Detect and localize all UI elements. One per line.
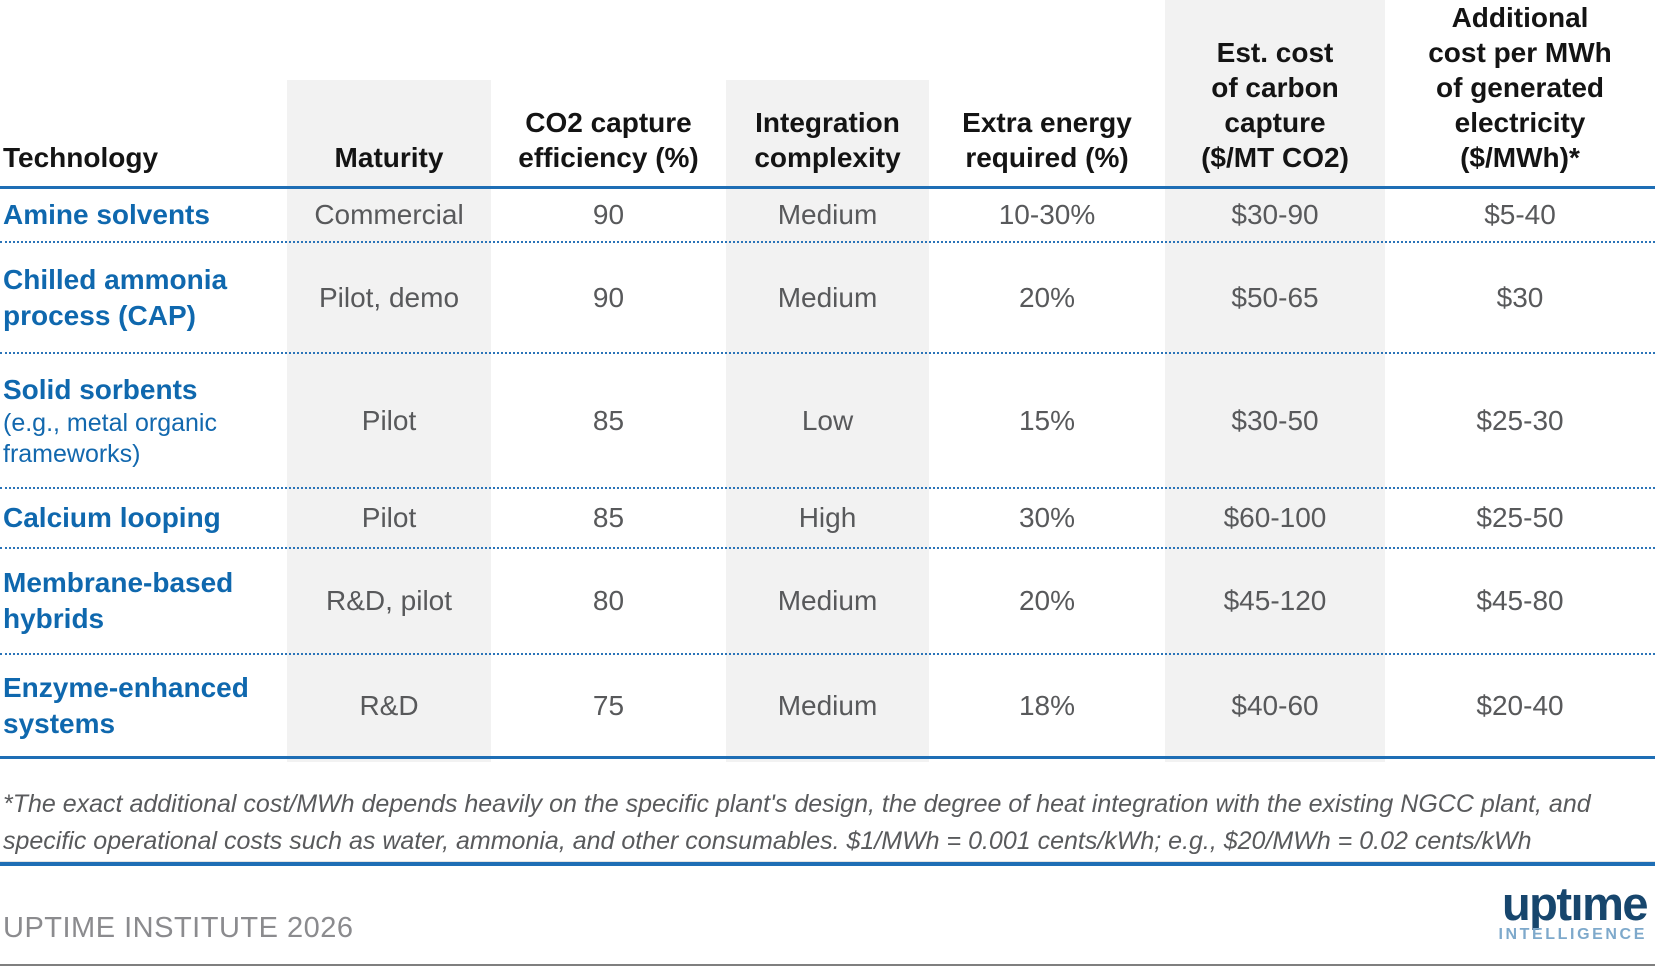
technology-cell: Chilled ammonia process (CAP) bbox=[0, 243, 287, 352]
table-row-solid-sorbents: Solid sorbents (e.g., metal organic fram… bbox=[0, 354, 1655, 489]
cost-mwh-cell: $25-30 bbox=[1476, 404, 1564, 436]
complexity-cell: Medium bbox=[777, 199, 878, 230]
maturity-cell: R&D bbox=[359, 689, 419, 721]
extra-energy-cell: 10-30% bbox=[998, 199, 1096, 230]
efficiency-cell: 85 bbox=[592, 502, 625, 533]
cost-capture-cell: $40-60 bbox=[1231, 689, 1319, 721]
bottom-rule-line bbox=[0, 964, 1655, 966]
column-header-extra-energy: Extra energy required (%) bbox=[962, 107, 1132, 173]
maturity-column-stripe bbox=[287, 80, 491, 762]
complexity-cell: Medium bbox=[777, 689, 878, 721]
technology-name: Amine solvents bbox=[3, 199, 210, 230]
complexity-cell: Low bbox=[801, 404, 854, 436]
cost-capture-cell: $45-120 bbox=[1223, 585, 1327, 616]
est-cost-column-stripe bbox=[1165, 0, 1385, 762]
technology-cell: Amine solvents bbox=[0, 189, 287, 241]
uptime-intelligence-logo: uptıme INTELLIGENCE bbox=[1498, 877, 1649, 944]
extra-energy-cell: 15% bbox=[1018, 404, 1076, 436]
table-footnote: *The exact additional cost/MWh depends h… bbox=[3, 790, 1591, 855]
table-row-calcium-looping: Calcium looping Pilot 85 High 30% $60-10… bbox=[0, 489, 1655, 549]
column-header-co2-capture-efficiency: CO2 capture efficiency (%) bbox=[518, 107, 699, 173]
column-header-technology: Technology bbox=[3, 142, 159, 173]
integration-column-stripe bbox=[726, 80, 929, 762]
cost-mwh-cell: $5-40 bbox=[1484, 199, 1556, 230]
technology-cell: Calcium looping bbox=[0, 489, 287, 547]
cost-capture-cell: $30-50 bbox=[1231, 404, 1319, 436]
efficiency-cell: 80 bbox=[592, 585, 625, 616]
cost-mwh-cell: $20-40 bbox=[1476, 689, 1564, 721]
complexity-cell: High bbox=[798, 502, 857, 533]
efficiency-cell: 90 bbox=[592, 199, 625, 230]
technology-name: Solid sorbents bbox=[3, 373, 198, 405]
maturity-cell: Pilot bbox=[361, 502, 417, 533]
table-row-membrane-hybrids: Membrane-based hybrids R&D, pilot 80 Med… bbox=[0, 549, 1655, 655]
technology-name: Enzyme-enhanced systems bbox=[3, 671, 249, 739]
extra-energy-cell: 20% bbox=[1018, 281, 1076, 313]
table-header-row: Technology Maturity CO2 capture efficien… bbox=[0, 0, 1655, 189]
intelligence-logo-label: INTELLIGENCE bbox=[1498, 926, 1647, 943]
column-header-maturity: Maturity bbox=[334, 142, 444, 173]
cost-mwh-cell: $45-80 bbox=[1476, 585, 1564, 616]
technology-cell: Enzyme-enhanced systems bbox=[0, 655, 287, 756]
extra-energy-cell: 20% bbox=[1018, 585, 1076, 616]
technology-name: Calcium looping bbox=[3, 502, 221, 533]
column-header-est-cost: Est. cost of carbon capture ($/MT CO2) bbox=[1201, 37, 1349, 173]
table-row-amine-solvents: Amine solvents Commercial 90 Medium 10-3… bbox=[0, 189, 1655, 243]
column-header-integration-complexity: Integration complexity bbox=[754, 107, 901, 173]
maturity-cell: Commercial bbox=[314, 199, 464, 230]
technology-name: Membrane-based hybrids bbox=[3, 567, 234, 634]
cost-mwh-cell: $25-50 bbox=[1476, 502, 1564, 533]
carbon-capture-table: Technology Maturity CO2 capture efficien… bbox=[0, 0, 1655, 759]
uptime-logo-wordmark: uptıme bbox=[1501, 877, 1649, 930]
footer-divider-line bbox=[0, 861, 1655, 866]
maturity-cell: R&D, pilot bbox=[325, 585, 453, 616]
column-header-additional-cost: Additional cost per MWh of generated ele… bbox=[1428, 2, 1612, 173]
efficiency-cell: 90 bbox=[592, 281, 625, 313]
extra-energy-cell: 18% bbox=[1018, 689, 1076, 721]
source-credit: UPTIME INSTITUTE 2026 bbox=[3, 912, 354, 944]
efficiency-cell: 75 bbox=[592, 689, 625, 721]
complexity-cell: Medium bbox=[777, 281, 878, 313]
table-row-enzyme-systems: Enzyme-enhanced systems R&D 75 Medium 18… bbox=[0, 655, 1655, 759]
technology-subtext: (e.g., metal organic frameworks) bbox=[3, 408, 217, 468]
cost-mwh-cell: $30 bbox=[1496, 281, 1544, 313]
technology-cell: Membrane-based hybrids bbox=[0, 549, 287, 653]
technology-cell: Solid sorbents (e.g., metal organic fram… bbox=[0, 354, 287, 487]
maturity-cell: Pilot bbox=[361, 404, 417, 436]
efficiency-cell: 85 bbox=[592, 404, 625, 436]
cost-capture-cell: $50-65 bbox=[1231, 281, 1319, 313]
technology-name: Chilled ammonia process (CAP) bbox=[3, 263, 228, 331]
maturity-cell: Pilot, demo bbox=[318, 281, 460, 313]
complexity-cell: Medium bbox=[777, 585, 878, 616]
extra-energy-cell: 30% bbox=[1018, 502, 1076, 533]
cost-capture-cell: $60-100 bbox=[1223, 502, 1327, 533]
table-row-chilled-ammonia: Chilled ammonia process (CAP) Pilot, dem… bbox=[0, 243, 1655, 354]
cost-capture-cell: $30-90 bbox=[1231, 199, 1319, 230]
